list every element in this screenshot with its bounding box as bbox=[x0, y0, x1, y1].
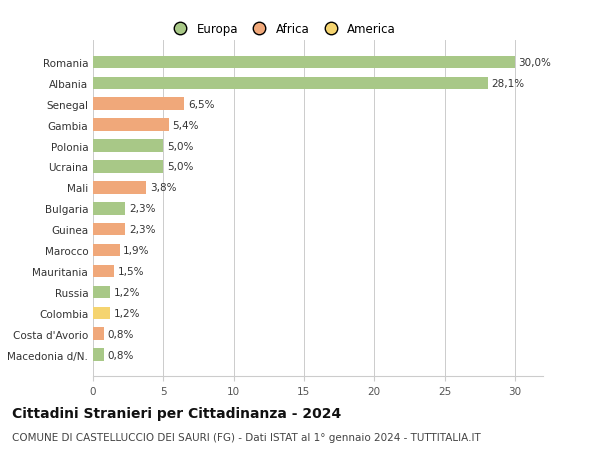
Bar bbox=[93, 140, 163, 152]
Bar bbox=[93, 349, 104, 361]
Text: 1,2%: 1,2% bbox=[113, 308, 140, 318]
Bar bbox=[93, 265, 114, 278]
Text: 3,8%: 3,8% bbox=[150, 183, 176, 193]
Legend: Europa, Africa, America: Europa, Africa, America bbox=[163, 19, 401, 41]
Text: 0,8%: 0,8% bbox=[108, 350, 134, 360]
Text: 30,0%: 30,0% bbox=[518, 58, 551, 68]
Bar bbox=[93, 56, 515, 69]
Bar bbox=[93, 119, 169, 132]
Bar bbox=[93, 202, 125, 215]
Text: 5,0%: 5,0% bbox=[167, 141, 193, 151]
Text: 5,0%: 5,0% bbox=[167, 162, 193, 172]
Text: 2,3%: 2,3% bbox=[129, 204, 155, 214]
Bar bbox=[93, 307, 110, 319]
Bar bbox=[93, 286, 110, 298]
Text: 1,2%: 1,2% bbox=[113, 287, 140, 297]
Text: 6,5%: 6,5% bbox=[188, 100, 214, 110]
Bar bbox=[93, 328, 104, 340]
Text: 1,9%: 1,9% bbox=[123, 246, 150, 256]
Text: COMUNE DI CASTELLUCCIO DEI SAURI (FG) - Dati ISTAT al 1° gennaio 2024 - TUTTITAL: COMUNE DI CASTELLUCCIO DEI SAURI (FG) - … bbox=[12, 432, 481, 442]
Text: 2,3%: 2,3% bbox=[129, 225, 155, 235]
Text: 1,5%: 1,5% bbox=[118, 266, 144, 276]
Bar bbox=[93, 244, 120, 257]
Text: 5,4%: 5,4% bbox=[172, 120, 199, 130]
Bar bbox=[93, 161, 163, 174]
Text: 28,1%: 28,1% bbox=[491, 78, 525, 89]
Bar bbox=[93, 98, 184, 111]
Bar bbox=[93, 182, 146, 194]
Text: Cittadini Stranieri per Cittadinanza - 2024: Cittadini Stranieri per Cittadinanza - 2… bbox=[12, 406, 341, 420]
Bar bbox=[93, 78, 488, 90]
Text: 0,8%: 0,8% bbox=[108, 329, 134, 339]
Bar bbox=[93, 224, 125, 236]
